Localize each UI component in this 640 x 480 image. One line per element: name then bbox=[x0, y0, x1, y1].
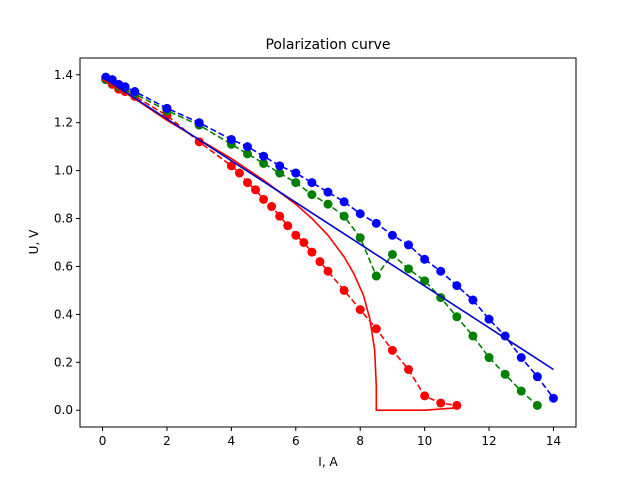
series-1-point bbox=[339, 211, 349, 221]
y-axis-label: U, V bbox=[27, 229, 41, 254]
y-axis-ticks: 0.0 0.2 0.4 0.6 0.8 1.0 1.2 1.4 bbox=[54, 68, 80, 417]
series-2-point bbox=[130, 87, 140, 97]
series-2-point bbox=[307, 178, 317, 188]
series-2-point bbox=[532, 372, 542, 382]
x-axis-ticks: 0 2 4 6 8 10 12 14 bbox=[99, 427, 561, 448]
y-tick-label: 0.8 bbox=[54, 212, 73, 226]
series-0-point bbox=[315, 257, 325, 267]
series-2-point bbox=[436, 266, 446, 276]
x-tick-label: 0 bbox=[99, 434, 107, 448]
series-2-point bbox=[355, 209, 365, 219]
chart-title: Polarization curve bbox=[265, 37, 390, 53]
series-0-point bbox=[323, 266, 333, 276]
series-2-point bbox=[242, 142, 252, 152]
series-2-point bbox=[339, 197, 349, 207]
series-0-point bbox=[404, 364, 414, 374]
y-tick-label: 0.6 bbox=[54, 259, 73, 273]
series-1-point bbox=[484, 353, 494, 363]
series-1-point bbox=[420, 276, 430, 286]
x-tick-label: 14 bbox=[546, 434, 561, 448]
series-1-point bbox=[404, 264, 414, 274]
series-2-point bbox=[259, 151, 269, 161]
series-2-point bbox=[162, 103, 172, 113]
series-2-point bbox=[452, 281, 462, 291]
series-0-point bbox=[234, 168, 244, 178]
series-1-point bbox=[259, 158, 269, 168]
series-2-point bbox=[275, 161, 285, 171]
series-2-point bbox=[468, 295, 478, 305]
series-1-point bbox=[468, 331, 478, 341]
y-tick-label: 0.2 bbox=[54, 355, 73, 369]
y-tick-label: 0.0 bbox=[54, 403, 73, 417]
series-1-point bbox=[532, 400, 542, 410]
series-0-point bbox=[259, 194, 269, 204]
series-4-line bbox=[102, 76, 554, 371]
series-0-point bbox=[291, 230, 301, 240]
series-0-point bbox=[267, 202, 277, 212]
series-0-point bbox=[387, 345, 397, 355]
series-1-point bbox=[307, 190, 317, 200]
y-tick-label: 0.4 bbox=[54, 307, 73, 321]
x-axis-label: I, A bbox=[318, 455, 338, 469]
plot-area bbox=[79, 57, 577, 428]
series-1-point bbox=[452, 312, 462, 322]
series-0-point bbox=[283, 221, 293, 231]
series-0-point bbox=[194, 137, 204, 147]
series-layer bbox=[101, 72, 558, 412]
series-1-point bbox=[371, 271, 381, 281]
series-2-point bbox=[500, 331, 510, 341]
series-0-point bbox=[420, 391, 430, 401]
series-1-point bbox=[500, 369, 510, 379]
x-tick-label: 2 bbox=[163, 434, 171, 448]
series-2-point bbox=[371, 218, 381, 228]
series-1-point bbox=[355, 233, 365, 243]
series-0-point bbox=[436, 398, 446, 408]
series-0-point bbox=[307, 247, 317, 257]
series-1-point bbox=[242, 149, 252, 159]
series-2-point bbox=[484, 314, 494, 324]
x-tick-label: 10 bbox=[417, 434, 432, 448]
series-0-point bbox=[339, 285, 349, 295]
series-0-point bbox=[355, 305, 365, 315]
series-0-point bbox=[299, 238, 309, 247]
x-tick-label: 12 bbox=[481, 434, 496, 448]
y-tick-label: 1.0 bbox=[54, 164, 73, 178]
series-1-point bbox=[387, 249, 397, 259]
x-tick-label: 8 bbox=[356, 434, 364, 448]
series-2-point bbox=[226, 134, 236, 144]
series-2-point bbox=[420, 254, 430, 264]
series-2-point bbox=[323, 187, 333, 197]
series-2-point bbox=[291, 168, 301, 178]
series-1-point bbox=[291, 178, 301, 188]
series-2-point bbox=[194, 118, 204, 128]
series-2-point bbox=[387, 230, 397, 240]
series-0-point bbox=[251, 185, 261, 195]
series-1-point bbox=[323, 199, 333, 209]
series-2-line bbox=[105, 76, 555, 399]
series-0-point bbox=[242, 178, 252, 188]
y-tick-label: 1.4 bbox=[54, 68, 73, 82]
x-tick-label: 4 bbox=[228, 434, 236, 448]
x-tick-label: 6 bbox=[292, 434, 300, 448]
series-2-point bbox=[120, 82, 130, 92]
series-1-point bbox=[516, 386, 526, 396]
axes-frame bbox=[79, 57, 577, 428]
series-2-point bbox=[516, 353, 526, 363]
series-2-point bbox=[404, 240, 414, 250]
series-0-point bbox=[371, 324, 381, 334]
series-2-point bbox=[548, 393, 558, 403]
series-0-point bbox=[275, 211, 285, 221]
series-0-line bbox=[105, 78, 457, 407]
series-1-point bbox=[275, 168, 285, 178]
y-tick-label: 1.2 bbox=[54, 116, 73, 130]
series-0-point bbox=[226, 161, 236, 171]
